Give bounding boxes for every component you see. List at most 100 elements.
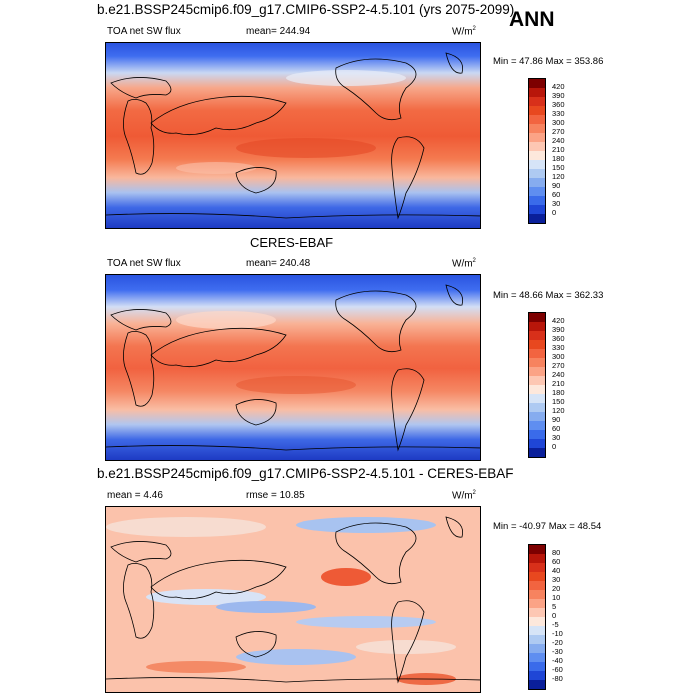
panel1-minmax: Min = 47.86 Max = 353.86 xyxy=(493,56,604,67)
colorbar-segment xyxy=(529,617,545,626)
colorbar-segment xyxy=(529,196,545,205)
panel1-map-svg xyxy=(106,43,480,228)
colorbar-segment xyxy=(529,331,545,340)
panel1-variable-label: TOA net SW flux xyxy=(107,26,181,37)
colorbar-segment xyxy=(529,394,545,403)
colorbar-segment xyxy=(529,626,545,635)
panel1-map xyxy=(105,42,481,229)
colorbar-label: 300 xyxy=(552,118,565,127)
colorbar-label: 30 xyxy=(552,433,561,442)
colorbar-label: 5 xyxy=(552,602,557,611)
colorbar-segment xyxy=(529,169,545,178)
panel3-map-svg xyxy=(106,507,480,692)
colorbar-segment xyxy=(529,178,545,187)
colorbar-label: 360 xyxy=(552,334,565,343)
colorbar-label: 420 xyxy=(552,316,565,325)
colorbar-segment xyxy=(529,608,545,617)
colorbar-segment xyxy=(529,554,545,563)
colorbar-segment xyxy=(529,88,545,97)
colorbar-segment xyxy=(529,133,545,142)
colorbar-label: -30 xyxy=(552,647,563,656)
colorbar-label: 90 xyxy=(552,415,561,424)
colorbar-segment xyxy=(529,439,545,448)
colorbar-segment xyxy=(529,421,545,430)
panel2-coastlines xyxy=(106,284,480,452)
colorbar-label: 30 xyxy=(552,199,561,208)
colorbar-label: -80 xyxy=(552,674,563,683)
panel2-map xyxy=(105,274,481,461)
colorbar-segment xyxy=(529,160,545,169)
colorbar-segment xyxy=(529,124,545,133)
colorbar-segment xyxy=(529,205,545,214)
colorbar-segment xyxy=(529,106,545,115)
colorbar-segment xyxy=(529,367,545,376)
colorbar-label: 20 xyxy=(552,584,561,593)
colorbar-label: 360 xyxy=(552,100,565,109)
colorbar-label: 10 xyxy=(552,593,561,602)
panel2-mean-label: mean= 240.48 xyxy=(246,258,311,269)
colorbar-label: 150 xyxy=(552,397,565,406)
colorbar-label: 300 xyxy=(552,352,565,361)
colorbar-label: 80 xyxy=(552,548,561,557)
colorbar-label: 60 xyxy=(552,190,561,199)
colorbar-label: 120 xyxy=(552,172,565,181)
colorbar-segment xyxy=(529,403,545,412)
season-label: ANN xyxy=(509,8,555,31)
colorbar-segment xyxy=(529,448,545,457)
colorbar-segment xyxy=(529,563,545,572)
colorbar-label: 30 xyxy=(552,575,561,584)
colorbar-segment xyxy=(529,214,545,223)
colorbar-label: 390 xyxy=(552,91,565,100)
panel3-map xyxy=(105,506,481,693)
panel2-map-svg xyxy=(106,275,480,460)
colorbar-label: 270 xyxy=(552,127,565,136)
panel2-minmax: Min = 48.66 Max = 362.33 xyxy=(493,290,604,301)
colorbar-segment xyxy=(529,581,545,590)
panel1-mean-label: mean= 244.94 xyxy=(246,26,311,37)
panel2-heading: CERES-EBAF xyxy=(250,235,334,250)
colorbar-segment xyxy=(529,187,545,196)
panel3-units-label: W/m2 xyxy=(452,490,476,502)
colorbar-label: 270 xyxy=(552,361,565,370)
colorbar-label: 210 xyxy=(552,145,565,154)
colorbar-segment xyxy=(529,313,545,322)
colorbar-segment xyxy=(529,572,545,581)
colorbar-label: 330 xyxy=(552,109,565,118)
colorbar-segment xyxy=(529,358,545,367)
colorbar-segment xyxy=(529,644,545,653)
colorbar-label: 150 xyxy=(552,163,565,172)
colorbar-segment xyxy=(529,545,545,554)
colorbar-label: 40 xyxy=(552,566,561,575)
colorbar-label: 60 xyxy=(552,557,561,566)
panel3-colorbar xyxy=(528,544,546,690)
colorbar-label: -60 xyxy=(552,665,563,674)
colorbar-segment xyxy=(529,430,545,439)
colorbar-segment xyxy=(529,590,545,599)
colorbar-label: 420 xyxy=(552,82,565,91)
colorbar-label: -5 xyxy=(552,620,559,629)
colorbar-segment xyxy=(529,340,545,349)
colorbar-label: 330 xyxy=(552,343,565,352)
colorbar-segment xyxy=(529,151,545,160)
panel3-heading: b.e21.BSSP245cmip6.f09_g17.CMIP6-SSP2-4.… xyxy=(97,466,514,481)
colorbar-segment xyxy=(529,376,545,385)
colorbar-label: 120 xyxy=(552,406,565,415)
colorbar-segment xyxy=(529,349,545,358)
colorbar-label: 240 xyxy=(552,370,565,379)
panel2-colorbar xyxy=(528,312,546,458)
colorbar-segment xyxy=(529,385,545,394)
colorbar-label: 60 xyxy=(552,424,561,433)
colorbar-segment xyxy=(529,142,545,151)
colorbar-segment xyxy=(529,599,545,608)
colorbar-label: 180 xyxy=(552,154,565,163)
colorbar-segment xyxy=(529,680,545,689)
colorbar-segment xyxy=(529,662,545,671)
panel3-minmax: Min = -40.97 Max = 48.54 xyxy=(493,521,602,532)
figure-title: b.e21.BSSP245cmip6.f09_g17.CMIP6-SSP2-4.… xyxy=(97,2,515,17)
colorbar-segment xyxy=(529,671,545,680)
colorbar-label: 240 xyxy=(552,136,565,145)
colorbar-label: 210 xyxy=(552,379,565,388)
colorbar-segment xyxy=(529,322,545,331)
colorbar-label: -20 xyxy=(552,638,563,647)
panel3-mean-label: mean = 4.46 xyxy=(107,490,163,501)
